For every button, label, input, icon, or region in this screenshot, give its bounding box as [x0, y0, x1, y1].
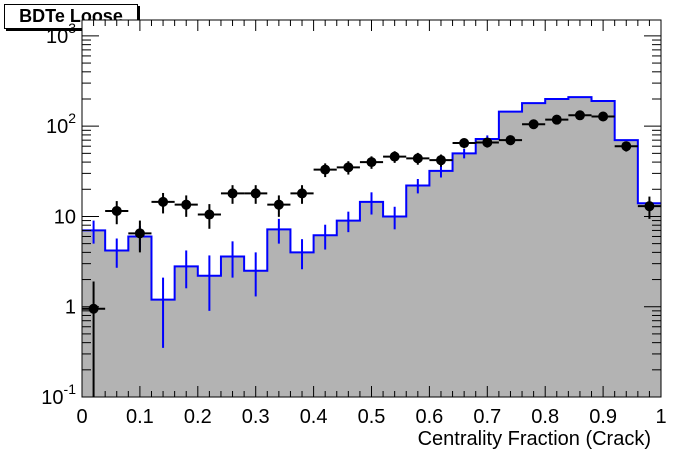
data-point: [273, 199, 284, 210]
data-point: [505, 135, 516, 146]
data-point: [435, 155, 446, 166]
x-axis-label: Centrality Fraction (Crack): [418, 428, 651, 450]
data-point: [227, 188, 238, 199]
data-point: [320, 164, 331, 175]
chart-title: BDTe Loose: [4, 4, 138, 29]
data-point: [574, 110, 585, 121]
x-tick-label: 0.2: [184, 406, 212, 428]
data-point: [598, 111, 609, 122]
x-tick-label: 0.3: [242, 406, 270, 428]
x-tick-label: 1: [655, 406, 666, 428]
background-fill-histogram: [82, 97, 661, 397]
data-point: [134, 228, 145, 239]
y-tick-label: 103: [46, 20, 76, 48]
data-point: [297, 188, 308, 199]
data-point: [528, 119, 539, 130]
data-point: [343, 162, 354, 173]
data-point: [621, 141, 632, 152]
x-tick-label: 0.4: [300, 406, 328, 428]
data-point: [181, 199, 192, 210]
x-tick-label: 0.7: [473, 406, 501, 428]
data-point: [111, 205, 122, 216]
data-point: [482, 137, 493, 148]
x-tick-label: 0.5: [358, 406, 386, 428]
x-tick-label: 0: [76, 406, 87, 428]
data-point: [644, 201, 655, 212]
y-tick-label: 10-1: [41, 381, 76, 409]
data-point: [389, 151, 400, 162]
x-tick-label: 0.1: [126, 406, 154, 428]
data-point: [366, 157, 377, 168]
y-tick-label: 102: [46, 110, 76, 138]
data-point: [459, 138, 470, 149]
data-point: [551, 114, 562, 125]
data-point: [204, 209, 215, 220]
x-tick-label: 0.8: [531, 406, 559, 428]
y-tick-label: 1: [65, 297, 76, 319]
x-tick-label: 0.6: [415, 406, 443, 428]
y-tick-label: 10: [54, 206, 76, 228]
x-tick-label: 0.9: [589, 406, 617, 428]
data-point: [158, 196, 169, 207]
data-point: [250, 188, 261, 199]
data-point: [88, 303, 99, 314]
data-point: [412, 153, 423, 164]
